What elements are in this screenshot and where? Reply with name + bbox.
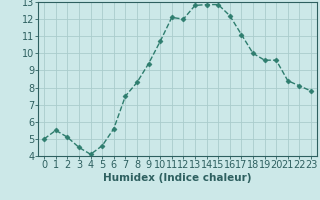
X-axis label: Humidex (Indice chaleur): Humidex (Indice chaleur) xyxy=(103,173,252,183)
